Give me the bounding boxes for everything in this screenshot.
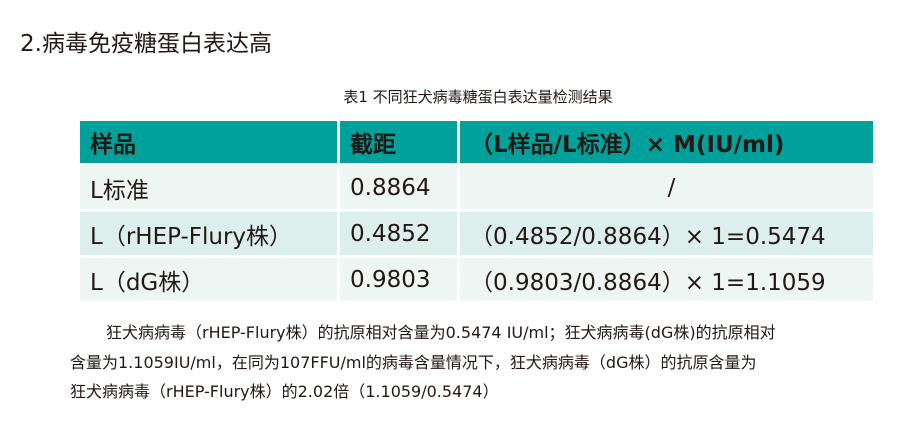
table-row: L（dG株） 0.9803 （0.9803/0.8864）× 1=1.1059	[80, 256, 873, 304]
table-header-row: 样品 截距 （L样品/L标准）× M(IU/ml)	[80, 121, 873, 166]
cell-intercept: 0.9803	[338, 256, 460, 304]
table-caption: 表1 不同狂犬病毒糖蛋白表达量检测结果	[343, 88, 613, 106]
conclusion-paragraph: 狂犬病病毒（rHEP-Flury株）的抗原相对含量为0.5474 IU/ml；狂…	[70, 318, 880, 407]
paragraph-line: 狂犬病病毒（rHEP-Flury株）的抗原相对含量为0.5474 IU/ml；狂…	[106, 323, 776, 342]
column-header-intercept: 截距	[338, 121, 460, 166]
table-row: L标准 0.8864 /	[80, 164, 873, 212]
cell-sample: L标准	[80, 164, 340, 212]
column-header-formula: （L样品/L标准）× M(IU/ml)	[458, 121, 873, 166]
paragraph-line: 狂犬病病毒（rHEP-Flury株）的2.02倍（1.1059/0.5474）	[70, 382, 499, 401]
cell-intercept: 0.4852	[338, 210, 460, 258]
cell-formula: （0.4852/0.8864）× 1=0.5474	[458, 210, 873, 258]
cell-formula: /	[458, 164, 873, 212]
cell-sample: L（rHEP-Flury株）	[80, 210, 340, 258]
results-table: 样品 截距 （L样品/L标准）× M(IU/ml) L标准 0.8864 / L…	[80, 121, 873, 304]
section-heading: 2.病毒免疫糖蛋白表达高	[20, 31, 272, 57]
table-row: L（rHEP-Flury株） 0.4852 （0.4852/0.8864）× 1…	[80, 210, 873, 258]
column-header-sample: 样品	[80, 121, 340, 166]
paragraph-line: 含量为1.1059IU/ml，在同为107FFU/ml的病毒含量情况下，狂犬病病…	[70, 352, 757, 372]
cell-formula: （0.9803/0.8864）× 1=1.1059	[458, 256, 873, 304]
cell-intercept: 0.8864	[338, 164, 460, 212]
cell-sample: L（dG株）	[80, 256, 340, 304]
